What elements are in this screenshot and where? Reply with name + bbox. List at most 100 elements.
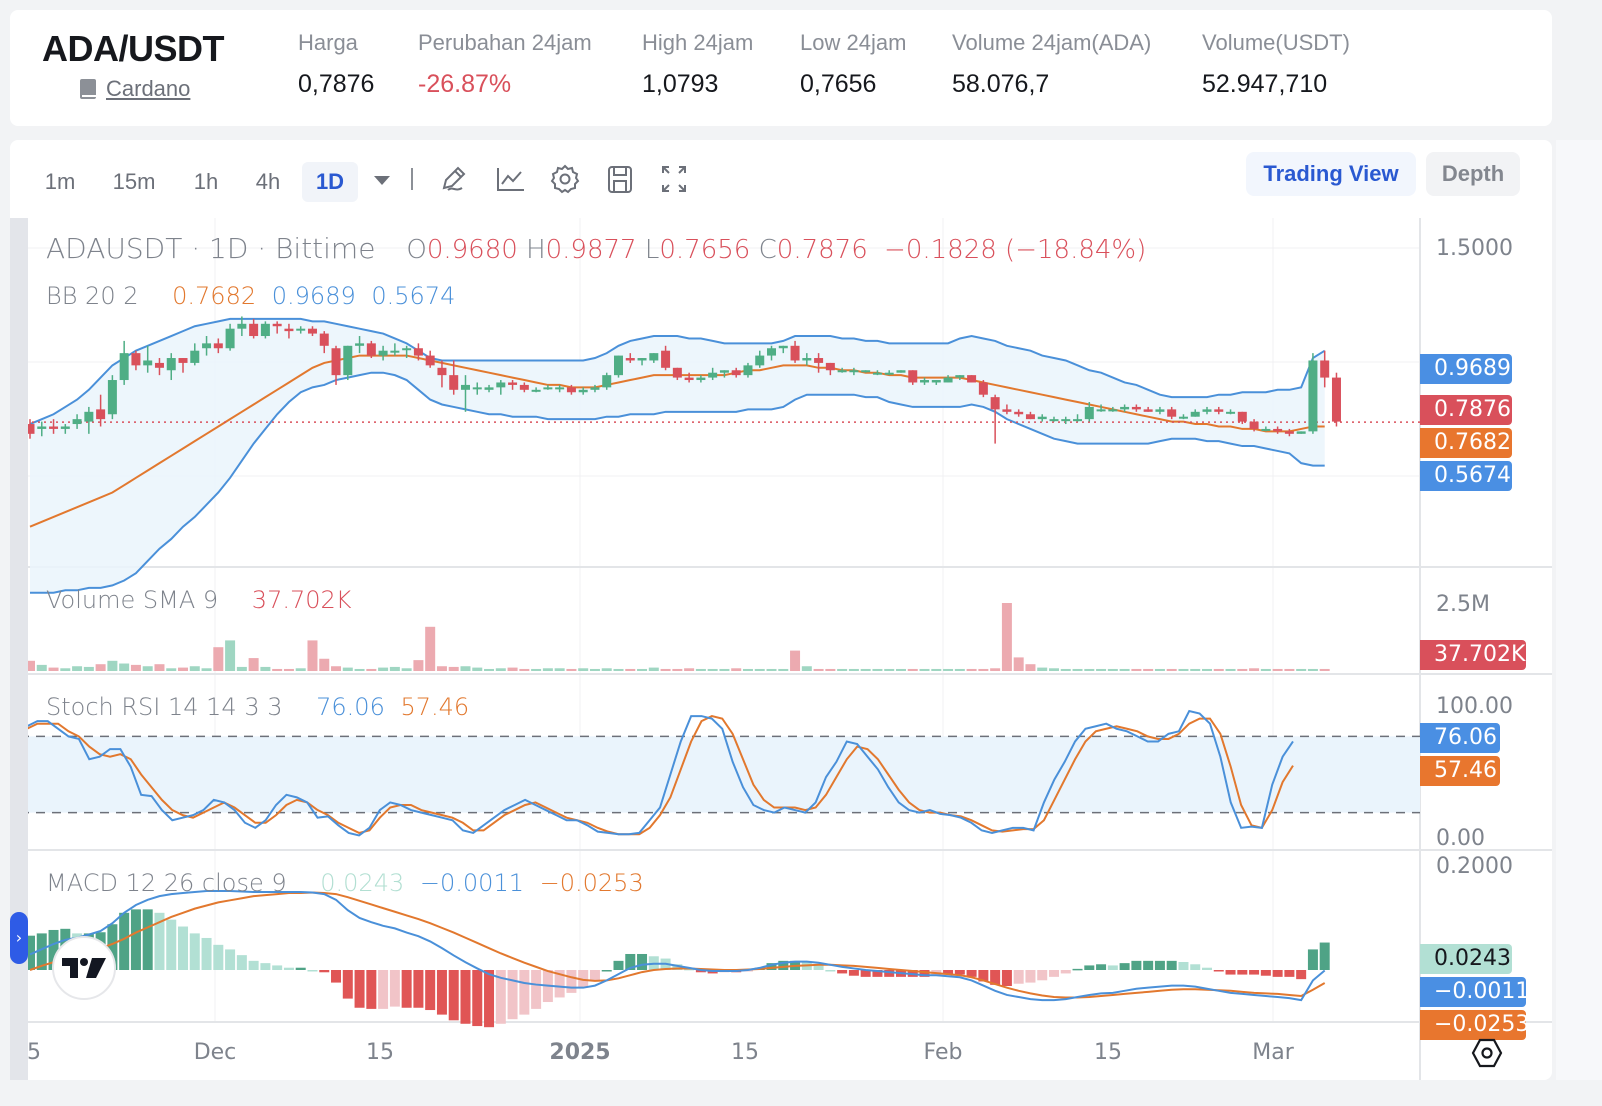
volume-axis-top: 2.5M (1436, 592, 1490, 617)
pair-title: ADA/USDT (42, 28, 225, 69)
depth-tab[interactable]: Depth (1426, 152, 1520, 196)
bb-fill (30, 318, 1325, 593)
time-tick-label: 5 (27, 1040, 41, 1065)
bb-upper-value: 0.9689 (271, 282, 356, 310)
bb-lower-tag: 0.5674 (1420, 461, 1512, 491)
time-tick-label: Dec (193, 1040, 237, 1065)
open-label: O (406, 235, 427, 265)
change-value: −0.1828 (−18.84%) (884, 235, 1147, 265)
stoch-label: Stoch RSI 14 14 3 3 (46, 693, 283, 721)
bb-lower-value: 0.5674 (371, 282, 456, 310)
stoch-d-value: 57.46 (400, 693, 470, 721)
settings-gear-icon[interactable] (549, 162, 581, 196)
dropdown-caret-icon[interactable] (366, 162, 398, 196)
coin-info-link[interactable]: Cardano (80, 76, 190, 102)
time-tick-label: Feb (923, 1040, 963, 1065)
ticker-header: ADA/USDT Cardano Harga 0,7876 Perubahan … (10, 10, 1552, 126)
bb-legend: BB 20 2 0.7682 0.9689 0.5674 (46, 282, 455, 310)
side-panel-edge (1556, 140, 1602, 1080)
stat-volume-usdt: Volume(USDT) 52.947,710 (1202, 30, 1350, 99)
chevron-right-icon: › (15, 928, 23, 947)
stoch-k-value: 76.06 (316, 693, 385, 721)
macd-label: MACD 12 26 close 9 (46, 869, 287, 897)
stat-value: -26.87% (418, 70, 512, 98)
expand-sidebar-button[interactable]: › (10, 912, 28, 964)
macd-axis-top: 0.2000 (1436, 854, 1513, 879)
bb-basis-tag: 0.7682 (1420, 428, 1512, 458)
macd-legend: MACD 12 26 close 9 0.0243 −0.0011 −0.025… (46, 869, 644, 897)
stat-value: 0,7876 (298, 70, 375, 98)
main-legend: ADAUSDT · 1D · Bittime O0.9680 H0.9877 L… (46, 232, 1146, 265)
stat-label: Perubahan 24jam (418, 30, 592, 55)
volume-label: Volume SMA 9 (46, 586, 219, 614)
trading-view-tab[interactable]: Trading View (1246, 152, 1416, 196)
stoch-axis-bottom: 0.00 (1436, 826, 1485, 851)
stat-low-24h: Low 24jam 0,7656 (800, 30, 906, 99)
timeframe-1h[interactable]: 1h (193, 169, 219, 194)
stat-volume-ada: Volume 24jam(ADA) 58.076,7 (952, 30, 1151, 99)
candles (25, 316, 1341, 444)
open-value: 0.9680 (426, 235, 518, 265)
macd-signal-value: −0.0253 (539, 869, 644, 897)
stat-value: 0,7656 (800, 70, 877, 98)
fullscreen-expand-icon[interactable] (658, 162, 690, 196)
toolbar-divider (411, 168, 413, 190)
stoch-k-tag: 76.06 (1420, 723, 1500, 753)
macd-line (29, 889, 1326, 1002)
volume-legend: Volume SMA 9 37.702K (46, 586, 352, 614)
macd-hist-tag: 0.0243 (1420, 944, 1512, 974)
coin-name-link[interactable]: Cardano (106, 76, 191, 101)
timeframe-15m[interactable]: 15m (112, 169, 156, 194)
stat-value: 58.076,7 (952, 70, 1050, 98)
macd-histogram-value: 0.0243 (320, 869, 405, 897)
time-tick-label: 15 (1094, 1040, 1122, 1065)
time-tick-label: 15 (366, 1040, 394, 1065)
stat-label: Harga (298, 30, 358, 55)
timeframe-1m[interactable]: 1m (44, 169, 76, 194)
stat-price: Harga 0,7876 (298, 30, 374, 99)
symbol-title: ADAUSDT · 1D · Bittime (46, 232, 376, 265)
draw-pencil-icon[interactable] (438, 162, 470, 196)
tradingview-logo-icon (62, 958, 106, 978)
low-value: 0.7656 (659, 235, 751, 265)
close-label: C (758, 235, 777, 265)
macd-line-value: −0.0011 (419, 869, 524, 897)
chart-left-gutter (10, 218, 28, 1080)
high-label: H (526, 235, 546, 265)
volume-sma-value: 37.702K (251, 586, 352, 614)
macd-line-tag: −0.0011 (1420, 977, 1529, 1007)
timeframe-4h[interactable]: 4h (255, 169, 281, 194)
timeframe-1d[interactable]: 1D (302, 162, 358, 202)
volume-tag: 37.702K (1420, 640, 1526, 670)
stoch-axis-top: 100.00 (1436, 694, 1513, 719)
stat-high-24h: High 24jam 1,0793 (642, 30, 753, 99)
stat-value: 1,0793 (642, 70, 719, 98)
bb-lower-line (30, 371, 1325, 594)
stat-label: Volume 24jam(ADA) (952, 30, 1152, 55)
indicators-chart-icon[interactable] (494, 162, 526, 196)
bb-upper-line (29, 317, 1326, 425)
stoch-k-line (26, 709, 1294, 837)
stat-label: Volume(USDT) (1202, 30, 1350, 55)
time-tick-label: 15 (731, 1040, 759, 1065)
stoch-d-tag: 57.46 (1420, 756, 1500, 786)
macd-signal-tag: −0.0253 (1420, 1010, 1529, 1040)
book-icon (80, 79, 96, 99)
chart-toolbar: 1m 15m 1h 4h 1D Trading View Depth (10, 140, 1552, 216)
price-axis-top: 1.5000 (1436, 236, 1513, 261)
close-value: 0.7876 (776, 235, 868, 265)
chart-settings-hex-icon[interactable] (1470, 1036, 1504, 1070)
save-floppy-icon[interactable] (604, 162, 636, 196)
bb-label: BB 20 2 (46, 282, 139, 310)
bb-upper-tag: 0.9689 (1420, 354, 1512, 384)
bb-basis-value: 0.7682 (172, 282, 257, 310)
stat-label: High 24jam (642, 30, 754, 55)
low-label: L (644, 235, 660, 265)
stat-label: Low 24jam (800, 30, 907, 55)
high-value: 0.9877 (545, 235, 637, 265)
stoch-d-line (26, 715, 1294, 836)
stoch-rsi-legend: Stoch RSI 14 14 3 3 76.06 57.46 (46, 693, 469, 721)
tradingview-logo[interactable] (52, 936, 116, 1000)
stat-value: 52.947,710 (1202, 70, 1328, 98)
